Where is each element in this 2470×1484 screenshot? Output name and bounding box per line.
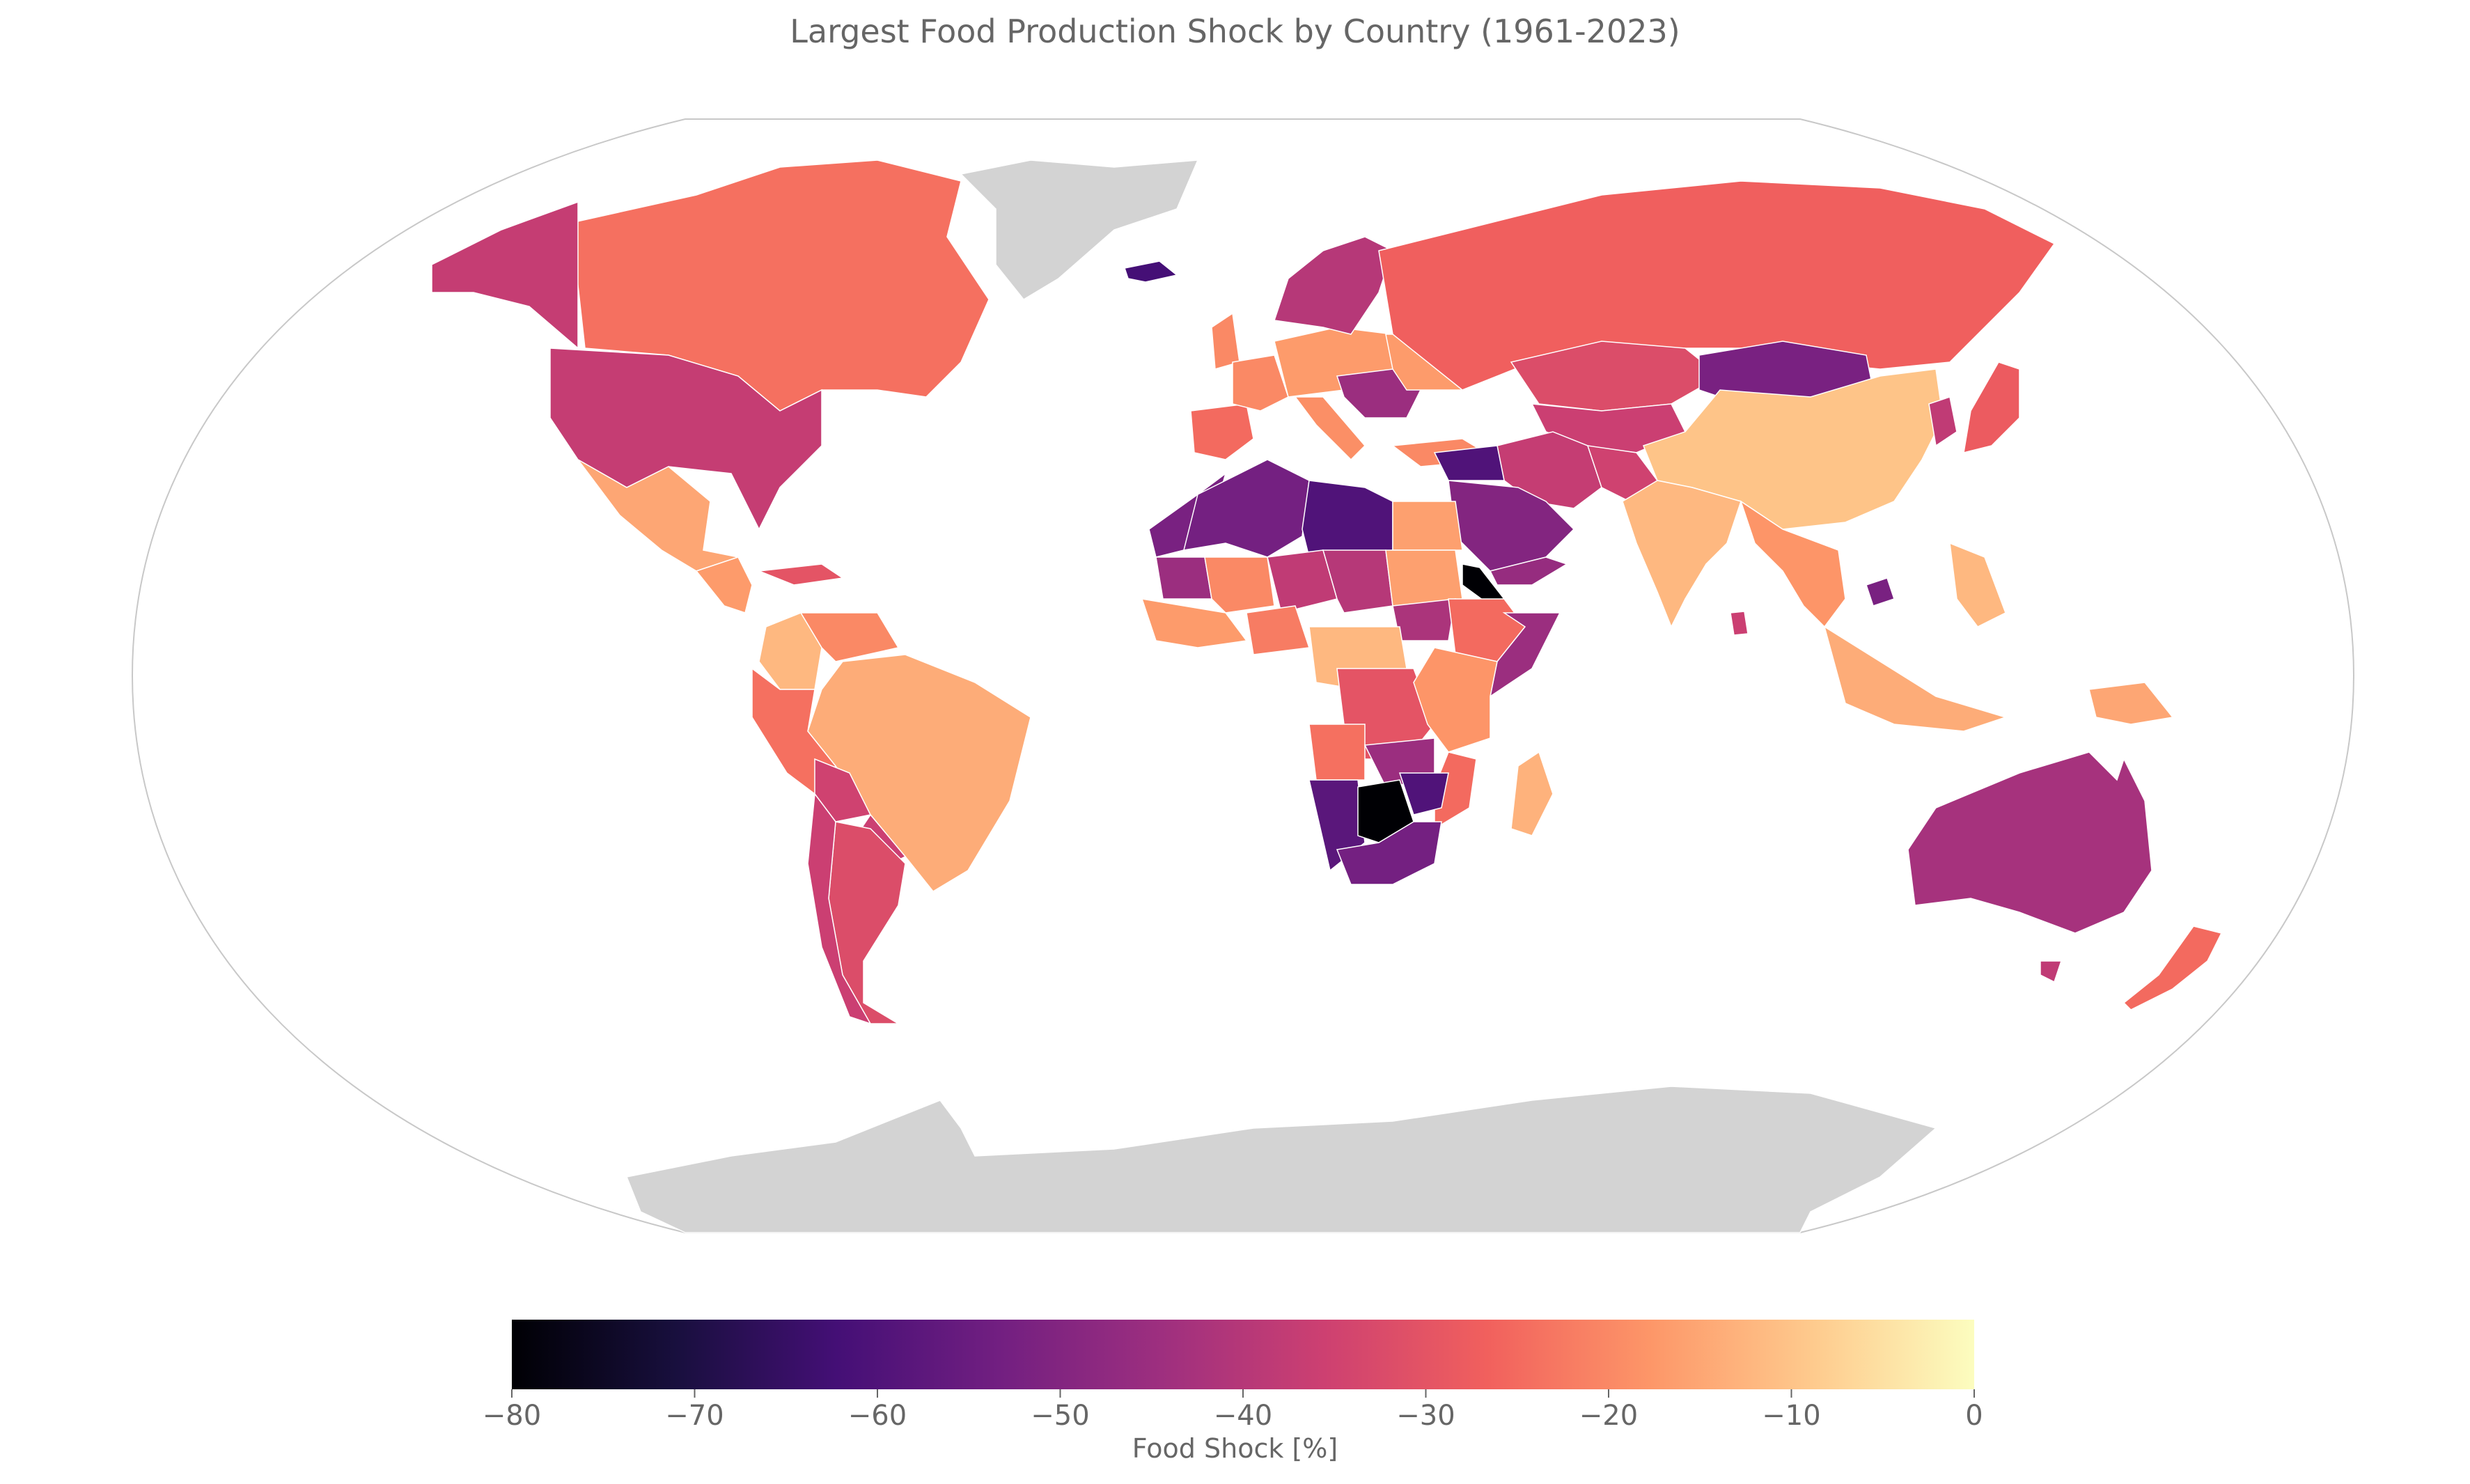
region-japan: Japan: -28%: [1963, 361, 2020, 454]
region-algeria: Algeria: -53%: [1182, 459, 1310, 558]
region-cambodia: Cambodia: -52%: [1866, 577, 1895, 607]
region-central-america: Central America: -17%: [695, 556, 753, 614]
region-chile: Chile: -36%: [807, 792, 872, 1025]
region-caribbean: Caribbean: -30%: [758, 563, 845, 586]
colorbar-tick-label: −80: [482, 1400, 542, 1432]
colorbar-ticks: [511, 1389, 1975, 1398]
colorbar-tick-label: −20: [1579, 1400, 1639, 1432]
region-scandinavia: Scandinavia: -40%: [1274, 236, 1393, 335]
colorbar-tick-label: −50: [1031, 1400, 1090, 1432]
region-angola: Angola: -24%: [1308, 724, 1366, 781]
region-iberia: Iberia: -25%: [1190, 403, 1254, 460]
region-png: Papua New Guinea: -15%: [2088, 682, 2174, 725]
region-uk: United Kingdom: -20%: [1211, 312, 1240, 370]
region-kenya: Kenya & Tanzania: -18%: [1413, 647, 1498, 753]
region-zimbabwe: Zimbabwe: -60%: [1398, 772, 1449, 815]
region-sri-lanka: Sri Lanka: -36%: [1730, 611, 1749, 636]
regions-layer: Canada: -24%Alaska (United States): -37%…: [431, 159, 2223, 1233]
colorbar-tick-label: 0: [1965, 1400, 1983, 1432]
region-levant: Levant: -60%: [1433, 445, 1505, 481]
region-france: France: -20%: [1232, 354, 1289, 412]
colorbar-label: Food Shock [%]: [1132, 1433, 1338, 1464]
region-india: India: -12%: [1622, 480, 1742, 628]
region-south-africa: South Africa: -53%: [1336, 821, 1442, 885]
region-south-sudan: South Sudan: -42%: [1392, 598, 1456, 641]
region-new-zealand: New Zealand: -25%: [2123, 925, 2223, 1010]
map-title: Largest Food Production Shock by Country…: [790, 13, 1680, 50]
region-egypt: Egypt: -16%: [1392, 501, 1463, 551]
region-bolivia: Bolivia: -35%: [814, 758, 872, 822]
colorbar-tick-label: −60: [847, 1400, 907, 1432]
region-mali: Mali: -20%: [1204, 556, 1275, 614]
region-sudan: Sudan: -16%: [1385, 549, 1463, 607]
region-tasmania: Tasmania: -38%: [2040, 960, 2063, 983]
colorbar-tick-label: −30: [1396, 1400, 1455, 1432]
region-nigeria: Nigeria: -22%: [1246, 605, 1311, 655]
region-madagascar: Madagascar: -13%: [1510, 751, 1554, 836]
colorbar-tick-label: −70: [665, 1400, 724, 1432]
region-alaska: Alaska (United States): -37%: [431, 201, 579, 350]
region-korea: Korea: -38%: [1928, 396, 1957, 447]
region-italy: Italy: -19%: [1294, 396, 1366, 461]
colorbar-tick-label: −40: [1213, 1400, 1273, 1432]
region-mauritania: Mauritania: -45%: [1155, 556, 1212, 600]
region-libya: Libya: -60%: [1302, 480, 1393, 558]
colorbar: [512, 1320, 1974, 1389]
colorbar-tick-label: −10: [1762, 1400, 1821, 1432]
region-west-africa: West Africa: -17%: [1141, 598, 1248, 648]
region-yemen: Yemen: -46%: [1489, 556, 1568, 586]
region-iran: Iran: -37%: [1496, 431, 1602, 509]
region-antarctica: Antarctica: [625, 1086, 1937, 1233]
region-iceland: Iceland: -62%: [1124, 260, 1178, 283]
region-greenland: Greenland: [960, 159, 1199, 300]
region-chad: Chad: -40%: [1322, 549, 1393, 614]
region-venezuela: Venezuela: -20%: [799, 612, 900, 662]
region-mexico: Mexico: -15%: [577, 459, 740, 572]
region-philippines: Philippines: -12%: [1949, 542, 2006, 627]
region-kazakhstan: Kazakhstan: -32%: [1510, 341, 1721, 412]
region-australia: Australia: -43%: [1907, 751, 2152, 934]
region-indonesia: Indonesia: -14%: [1823, 625, 2008, 732]
